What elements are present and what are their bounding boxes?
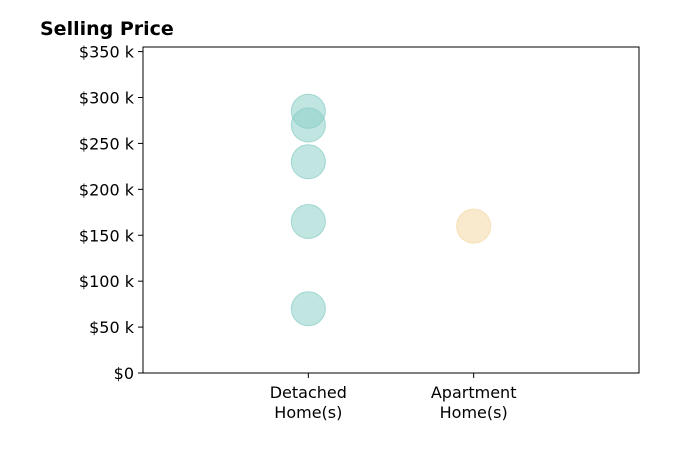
y-tick-label: $200 k xyxy=(79,180,135,199)
y-tick-label: $150 k xyxy=(79,226,135,245)
data-point xyxy=(290,107,326,143)
y-axis: $0 $50 k $100 k $150 k $200 k $250 k $300 k $35… xyxy=(79,43,143,383)
x-tick-label: Apartment Home(s) xyxy=(431,383,517,422)
y-tick-label: $250 k xyxy=(79,134,135,153)
data-point xyxy=(290,291,326,327)
y-tick-label: $100 k xyxy=(79,272,135,291)
data-point xyxy=(290,203,326,239)
data-point xyxy=(290,144,326,180)
x-tick-label: Detached Home(s) xyxy=(270,383,347,422)
y-tick-label: $300 k xyxy=(79,89,135,108)
plot-frame xyxy=(142,46,640,374)
points-layer xyxy=(290,93,492,327)
y-tick-label: $50 k xyxy=(89,318,135,337)
y-tick-label: $0 xyxy=(114,364,134,383)
chart-title: Selling Price xyxy=(40,18,174,40)
data-point xyxy=(456,208,492,244)
y-tick-label: $350 k xyxy=(79,43,135,62)
x-axis: Detached Home(s) Apartment Home(s) xyxy=(270,373,517,422)
